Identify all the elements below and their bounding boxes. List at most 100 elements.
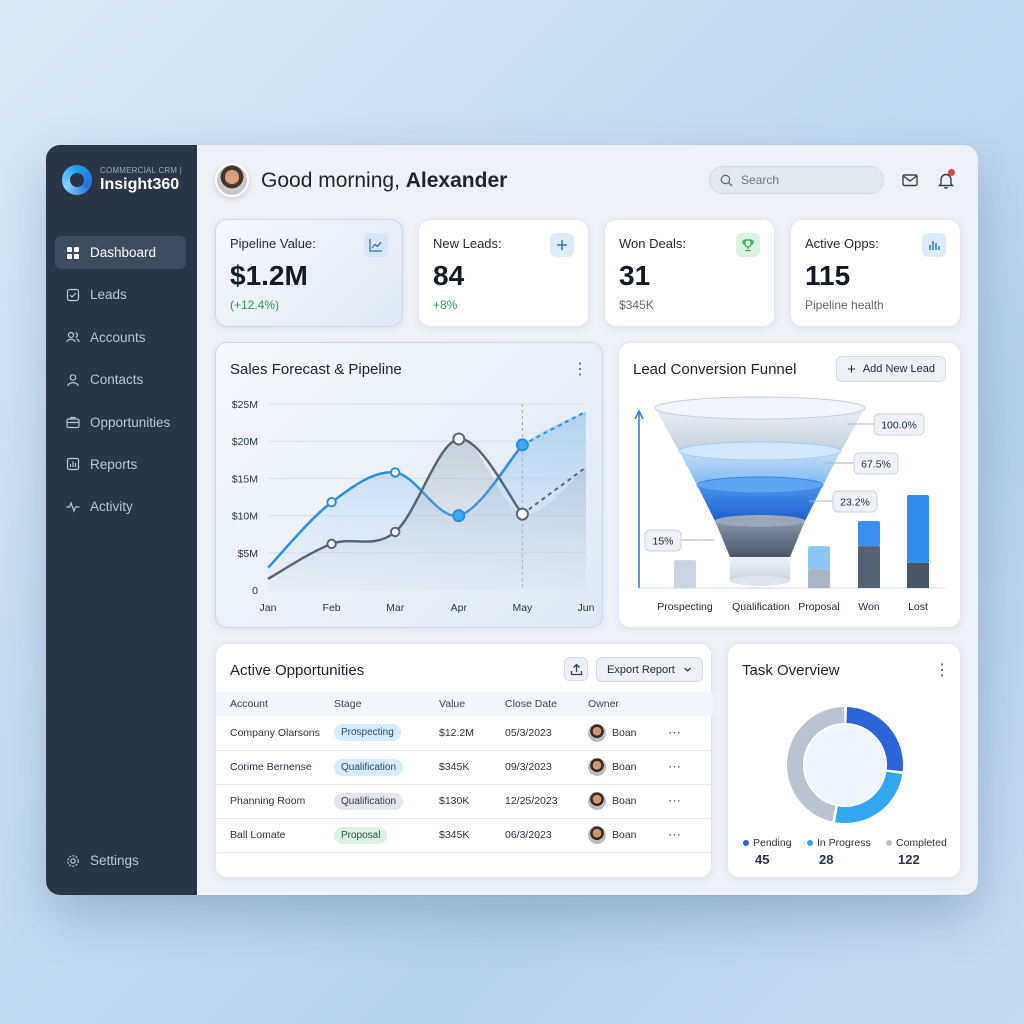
brand-logo[interactable]: COMMERCIAL CRM | Insight360 bbox=[62, 165, 182, 195]
funnel-category-label: Proposal bbox=[798, 601, 839, 613]
donut-slice-in-progress bbox=[835, 771, 903, 823]
cell-owner: Boan bbox=[588, 750, 668, 785]
stage-badge: Qualification bbox=[334, 758, 404, 776]
page-greeting: Good morning, Alexander bbox=[261, 169, 507, 193]
column-header-close-date[interactable]: Close Date bbox=[505, 692, 588, 716]
search-input[interactable]: Search bbox=[709, 166, 884, 194]
funnel-bar-base-proposal bbox=[808, 569, 830, 588]
funnel-category-label: Lost bbox=[908, 601, 928, 613]
kpi-card-won-deals[interactable]: Won Deals: 31 $345K bbox=[604, 219, 775, 327]
sidebar-item-opportunities[interactable]: Opportunities bbox=[55, 406, 186, 439]
sidebar-item-activity[interactable]: Activity bbox=[55, 490, 186, 523]
sidebar-item-leads[interactable]: Leads bbox=[55, 278, 186, 311]
upload-icon bbox=[570, 663, 582, 675]
funnel-base bbox=[730, 576, 790, 586]
cell-owner: Boan bbox=[588, 818, 668, 853]
svg-text:67.5%: 67.5% bbox=[861, 459, 891, 471]
bar-chart-icon bbox=[922, 233, 946, 257]
row-more-icon[interactable]: ⋯ bbox=[668, 750, 713, 785]
sidebar-item-label: Contacts bbox=[90, 372, 144, 388]
kpi-label: Won Deals: bbox=[619, 236, 686, 251]
cell-account: Company Olarsons bbox=[216, 716, 334, 751]
stage-badge: Qualification bbox=[334, 792, 404, 810]
card-title: Active Opportunities bbox=[230, 662, 365, 679]
task-donut-chart bbox=[787, 707, 903, 823]
sidebar-item-settings[interactable]: Settings bbox=[66, 853, 139, 868]
table-row[interactable]: Corime Bernense Qualification $345K 09/3… bbox=[216, 750, 713, 785]
funnel-stage-1 bbox=[655, 408, 865, 451]
cell-owner: Boan bbox=[588, 716, 668, 751]
sidebar-item-dashboard[interactable]: Dashboard bbox=[55, 236, 186, 269]
column-header-account[interactable]: Account bbox=[216, 692, 334, 716]
kpi-card-active-opps[interactable]: Active Opps: 115 Pipeline health bbox=[790, 219, 961, 327]
brand-subtitle: COMMERCIAL CRM | bbox=[100, 166, 182, 175]
x-tick-label: Jan bbox=[260, 602, 277, 614]
donut-slice-completed bbox=[787, 707, 845, 822]
add-new-lead-label: Add New Lead bbox=[862, 363, 935, 375]
sidebar-item-reports[interactable]: Reports bbox=[55, 448, 186, 481]
owner-name: Boan bbox=[612, 761, 637, 773]
trophy-icon bbox=[736, 233, 760, 257]
table-row[interactable]: Company Olarsons Prospecting $12.2M 05/3… bbox=[216, 716, 713, 751]
mail-icon[interactable] bbox=[901, 171, 919, 189]
y-tick-label: $20M bbox=[232, 436, 258, 448]
kpi-label: Active Opps: bbox=[805, 236, 879, 251]
funnel-stage-2 bbox=[679, 451, 841, 485]
svg-text:15%: 15% bbox=[652, 536, 673, 548]
funnel-category-label: Prospecting bbox=[657, 601, 713, 613]
add-new-lead-button[interactable]: + Add New Lead bbox=[836, 356, 946, 382]
brand-name: Insight360 bbox=[100, 176, 180, 193]
kpi-card-pipeline[interactable]: Pipeline Value: $1.2M (+12.4%) bbox=[215, 219, 403, 327]
owner-name: Boan bbox=[612, 726, 637, 739]
user-avatar[interactable] bbox=[215, 163, 249, 197]
column-header-stage[interactable]: Stage bbox=[334, 692, 439, 716]
legend-label: Completed bbox=[896, 837, 947, 849]
row-more-icon[interactable]: ⋯ bbox=[668, 716, 713, 751]
row-more-icon[interactable]: ⋯ bbox=[668, 818, 713, 853]
stage-badge: Proposal bbox=[334, 826, 388, 844]
sidebar-item-accounts[interactable]: Accounts bbox=[55, 321, 186, 354]
cell-owner: Boan bbox=[588, 784, 668, 819]
kpi-card-new-leads[interactable]: New Leads: 84 +8% bbox=[418, 219, 589, 327]
more-options-icon[interactable]: ⋮ bbox=[934, 662, 950, 679]
owner-name: Boan bbox=[612, 829, 637, 841]
cell-account: Corime Bernense bbox=[216, 750, 334, 785]
y-tick-label: 0 bbox=[252, 585, 258, 597]
sidebar-item-label: Dashboard bbox=[90, 245, 157, 260]
sidebar-item-label: Reports bbox=[90, 456, 138, 472]
data-point bbox=[452, 509, 466, 523]
svg-text:100.0%: 100.0% bbox=[881, 420, 917, 432]
app-window: COMMERCIAL CRM | Insight360 Dashboard Le… bbox=[46, 145, 978, 895]
cell-close-date: 09/3/2023 bbox=[505, 750, 588, 785]
owner-avatar bbox=[588, 826, 606, 844]
briefcase-icon bbox=[66, 415, 80, 429]
funnel-label-67: 67.5% bbox=[825, 452, 899, 475]
funnel-ring bbox=[678, 441, 842, 461]
x-tick-label: Mar bbox=[386, 602, 405, 614]
card-title: Sales Forecast & Pipeline bbox=[230, 361, 402, 378]
funnel-ring bbox=[696, 476, 824, 494]
funnel-stage-4 bbox=[715, 521, 805, 557]
settings-label: Settings bbox=[90, 853, 139, 868]
owner-avatar bbox=[588, 792, 606, 810]
more-options-icon[interactable]: ⋮ bbox=[572, 361, 588, 378]
row-more-icon[interactable]: ⋯ bbox=[668, 784, 713, 819]
export-report-button[interactable]: Export Report bbox=[596, 657, 703, 682]
kpi-value: $1.2M bbox=[230, 260, 308, 291]
sidebar-item-contacts[interactable]: Contacts bbox=[55, 363, 186, 396]
funnel-rim bbox=[654, 396, 866, 420]
column-header-owner[interactable]: Owner bbox=[588, 692, 668, 716]
legend-label: In Progress bbox=[817, 837, 871, 849]
search-icon bbox=[720, 174, 733, 186]
axis-arrow-icon bbox=[634, 409, 644, 420]
card-title: Lead Conversion Funnel bbox=[633, 361, 797, 378]
sidebar: COMMERCIAL CRM | Insight360 Dashboard Le… bbox=[46, 145, 197, 895]
table-row[interactable]: Phanning Room Qualification $130K 12/25/… bbox=[216, 784, 713, 819]
table-header-row: Account Stage Value Close Date Owner bbox=[216, 692, 713, 716]
upload-button[interactable] bbox=[564, 657, 588, 681]
column-header-value[interactable]: Value bbox=[439, 692, 505, 716]
table-row[interactable]: Ball Lomate Proposal $345K 06/3/2023 Boa… bbox=[216, 818, 713, 853]
contacts-icon bbox=[66, 373, 80, 387]
funnel-bar-won bbox=[858, 521, 880, 547]
donut-center bbox=[805, 725, 885, 805]
